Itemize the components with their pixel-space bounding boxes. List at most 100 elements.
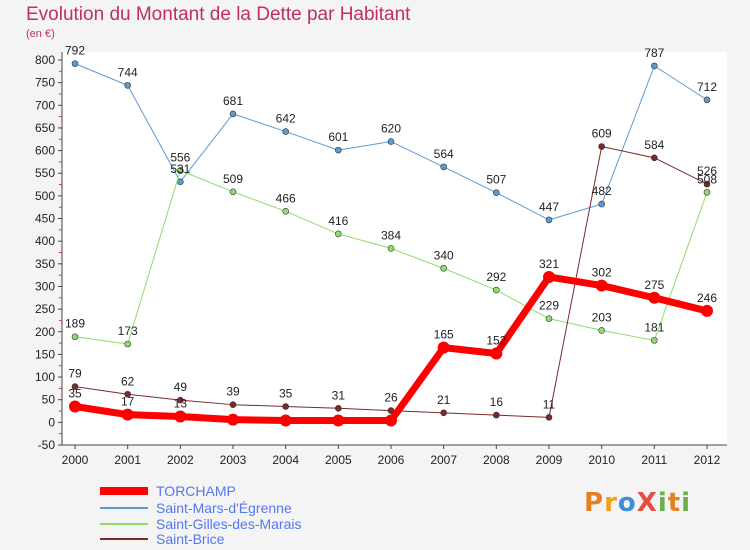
data-point-2 xyxy=(493,286,500,294)
data-label: 152 xyxy=(486,334,506,348)
data-point-1 xyxy=(335,146,342,154)
x-tick-label: 2012 xyxy=(694,453,721,467)
data-point-0 xyxy=(437,341,450,354)
data-label: 642 xyxy=(276,112,296,126)
y-tick-label: 500 xyxy=(35,189,55,203)
data-label: 509 xyxy=(223,172,243,186)
data-label: 165 xyxy=(434,328,454,342)
data-label: 447 xyxy=(539,200,559,214)
y-tick-label: 350 xyxy=(35,257,55,271)
data-label: 609 xyxy=(592,127,612,141)
y-tick-label: 700 xyxy=(35,98,55,112)
logo-letter: o xyxy=(617,488,637,518)
x-tick-label: 2010 xyxy=(588,453,615,467)
x-tick-label: 2000 xyxy=(62,453,89,467)
data-label: 507 xyxy=(486,173,506,187)
data-point-3 xyxy=(493,411,500,419)
data-point-3 xyxy=(229,401,237,408)
data-point-1 xyxy=(71,60,79,67)
data-point-1 xyxy=(229,110,237,118)
data-label: 21 xyxy=(437,393,451,407)
data-point-1 xyxy=(124,82,131,89)
legend-swatch-saint-brice xyxy=(100,538,148,540)
data-point-1 xyxy=(387,138,395,145)
y-tick-label: 650 xyxy=(35,121,55,135)
legend-item-torchamp: TORCHAMP xyxy=(100,483,236,499)
data-point-2 xyxy=(598,327,605,334)
data-point-1 xyxy=(651,62,658,70)
proxiti-logo: ProXiti xyxy=(584,488,691,518)
data-point-0 xyxy=(490,347,503,360)
y-tick-label: 600 xyxy=(35,144,55,158)
data-label: 302 xyxy=(592,266,612,280)
data-point-2 xyxy=(335,230,342,238)
data-point-3 xyxy=(703,180,711,188)
data-label: 181 xyxy=(644,320,664,334)
x-tick-label: 2002 xyxy=(167,453,194,467)
y-tick-label: 200 xyxy=(35,325,55,339)
legend-label-saint-brice: Saint-Brice xyxy=(156,531,225,547)
data-label: 17 xyxy=(121,395,135,409)
data-label: 246 xyxy=(697,291,717,305)
logo-letter: P xyxy=(584,488,605,518)
data-point-3 xyxy=(71,383,79,390)
unit-label: (en €) xyxy=(26,28,55,40)
y-tick-label: -50 xyxy=(38,438,56,452)
data-label: 275 xyxy=(644,278,664,292)
data-point-2 xyxy=(545,315,553,322)
y-tick-label: 250 xyxy=(35,302,55,316)
data-point-3 xyxy=(545,414,553,421)
data-label: 229 xyxy=(539,299,559,313)
data-point-1 xyxy=(598,200,605,208)
data-point-0 xyxy=(69,400,81,413)
data-label: 340 xyxy=(434,248,454,262)
data-label: 16 xyxy=(490,395,504,409)
legend-item-saint-gilles: Saint-Gilles-des-Marais xyxy=(100,516,302,532)
x-tick-label: 2004 xyxy=(272,453,299,467)
x-tick-label: 2008 xyxy=(483,453,510,467)
y-tick-label: 450 xyxy=(35,212,55,226)
legend-item-saint-brice: Saint-Brice xyxy=(100,531,225,547)
data-label: 292 xyxy=(486,270,506,284)
data-label: 466 xyxy=(276,191,296,205)
data-point-2 xyxy=(124,340,131,348)
data-label: 508 xyxy=(697,172,717,186)
data-point-2 xyxy=(703,188,711,196)
data-label: 584 xyxy=(644,138,664,152)
y-tick-label: 0 xyxy=(48,415,55,429)
data-point-0 xyxy=(332,414,345,427)
plot-area xyxy=(62,52,727,445)
data-label: 384 xyxy=(381,228,401,242)
data-point-2 xyxy=(229,188,237,196)
x-tick-label: 2009 xyxy=(536,453,563,467)
data-label: 792 xyxy=(65,44,85,58)
x-tick-label: 2011 xyxy=(641,453,667,467)
logo-letter: i xyxy=(657,488,668,518)
data-point-3 xyxy=(651,154,658,162)
legend-item-saint-mars: Saint-Mars-d'Égrenne xyxy=(100,500,292,516)
data-label: 526 xyxy=(697,164,717,178)
data-point-0 xyxy=(701,304,713,317)
legend-label-saint-gilles: Saint-Gilles-des-Marais xyxy=(156,516,302,532)
data-label: 601 xyxy=(328,130,348,144)
data-label: 31 xyxy=(332,388,346,402)
data-label: 564 xyxy=(434,147,454,161)
x-tick-label: 2007 xyxy=(430,453,457,467)
data-point-2 xyxy=(440,265,447,272)
legend-label-saint-mars: Saint-Mars-d'Égrenne xyxy=(156,500,292,516)
legend-label-torchamp: TORCHAMP xyxy=(156,483,236,499)
data-point-3 xyxy=(598,143,605,150)
data-point-3 xyxy=(440,409,447,417)
data-label: 787 xyxy=(644,46,664,60)
data-point-1 xyxy=(703,96,711,104)
data-label: 321 xyxy=(539,257,559,271)
logo-letter: i xyxy=(681,488,692,518)
legend-swatch-saint-mars xyxy=(100,507,148,509)
y-tick-label: 800 xyxy=(35,53,55,67)
data-point-1 xyxy=(177,178,184,186)
x-tick-label: 2006 xyxy=(378,453,405,467)
y-tick-label: 400 xyxy=(35,234,55,248)
data-point-0 xyxy=(279,414,292,427)
data-label: 620 xyxy=(381,122,401,136)
